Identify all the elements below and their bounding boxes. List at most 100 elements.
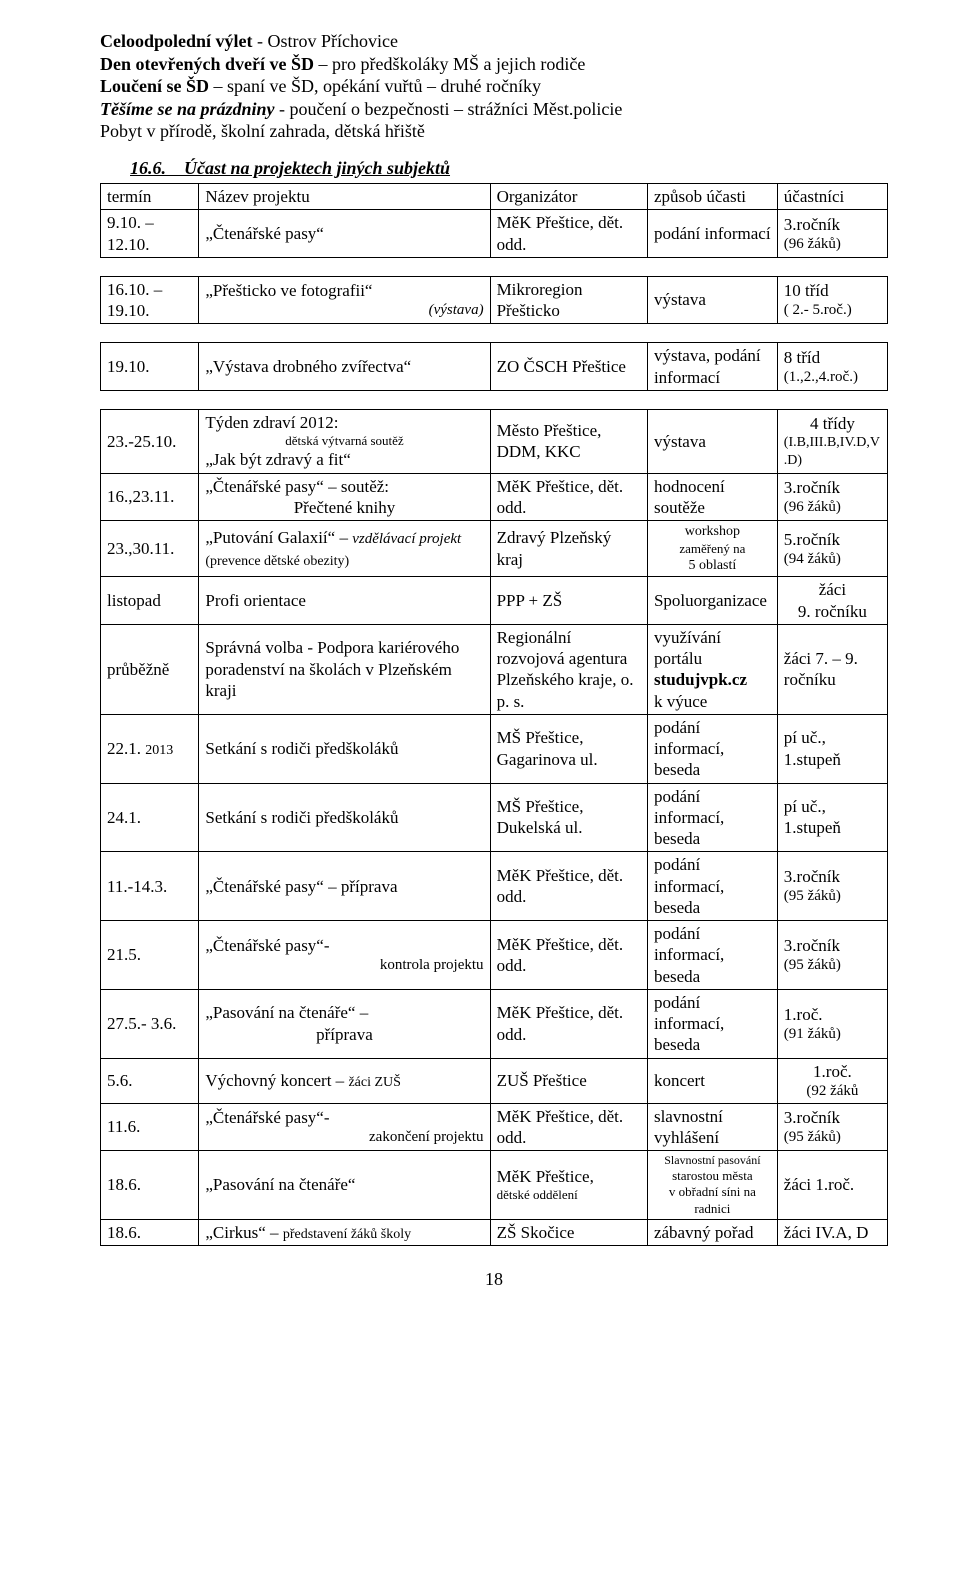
table-row: 24.1.Setkání s rodiči předškolákůMŠ Přeš… [101, 783, 888, 852]
ucastnici-part: 9. ročníku [784, 601, 881, 622]
cell-termin: 23.,30.11. [101, 521, 199, 577]
cell-name: Setkání s rodiči předškoláků [199, 783, 490, 852]
cell-termin: 27.5.- 3.6. [101, 989, 199, 1058]
cell-ucast: Spoluorganizace [647, 577, 777, 625]
table-row: 23.-25.10.Týden zdraví 2012:dětská výtva… [101, 409, 888, 473]
cell-ucastnici: 4 třídy(I.B,III.B,IV.D,V.D) [777, 409, 887, 473]
cell-termin: 18.6. [101, 1219, 199, 1246]
col-nazev: Název projektu [199, 184, 490, 210]
cell-name: „Pasování na čtenáře“ [199, 1151, 490, 1220]
cell-ucast: výstava [647, 409, 777, 473]
cell-ucast: zábavný pořad [647, 1219, 777, 1246]
name-part: „Čtenářské pasy“ – příprava [205, 876, 483, 897]
cell-name: „Přešticko ve fotografii“ (výstava) [199, 276, 490, 324]
ucastnici-part: 3.ročník [784, 935, 881, 956]
ucastnici-part: (96 žáků) [784, 498, 881, 517]
ucast-part: 5 oblastí [654, 557, 771, 575]
ucastnici-part: (95 žáků) [784, 956, 881, 975]
name-part: „Čtenářské pasy“- [205, 936, 329, 955]
cell-org: Město Přeštice, DDM, KKC [490, 409, 647, 473]
name-part: (prevence dětské obezity) [205, 554, 349, 569]
cell-ucastnici: 3.ročník(95 žáků) [777, 852, 887, 921]
cell-termin: 16.10. – 19.10. [101, 276, 199, 324]
intro-bold: Den otevřených dveří ve ŠD [100, 54, 314, 74]
ucast-part: v obřadní síni na [654, 1184, 771, 1200]
cell-ucastnici: 1.roč.(91 žáků) [777, 989, 887, 1058]
cell-org: Mikroregion Přešticko [490, 276, 647, 324]
name-part: kontrola projektu [205, 956, 483, 975]
ucastnici-part: pí uč., [784, 796, 881, 817]
name-part: Setkání s rodiči předškoláků [205, 807, 483, 828]
ucastnici-sub: (96 žáků) [784, 235, 881, 254]
cell-ucastnici: pí uč.,1.stupeň [777, 714, 887, 783]
projects-table-2: 16.10. – 19.10. „Přešticko ve fotografii… [100, 276, 888, 325]
cell-name: „Cirkus“ – představení žáků školy [199, 1219, 490, 1246]
ucastnici-part: (91 žáků) [784, 1025, 881, 1044]
table-row: průběžněSprávná volba - Podpora kariérov… [101, 624, 888, 714]
cell-termin: 18.6. [101, 1151, 199, 1220]
cell-ucastnici: 1.roč.(92 žáků [777, 1058, 887, 1103]
table-row: 21.5.„Čtenářské pasy“- kontrola projektu… [101, 921, 888, 990]
table-row: 19.10. „Výstava drobného zvířectva“ ZO Č… [101, 343, 888, 391]
table-header-row: termín Název projektu Organizátor způsob… [101, 184, 888, 210]
name-part: „Pasování na čtenáře“ [205, 1174, 483, 1195]
ucastnici-part: žáci [784, 579, 881, 600]
cell-termin: 16.,23.11. [101, 473, 199, 521]
cell-termin: 5.6. [101, 1058, 199, 1103]
ucast-part: zaměřený na [654, 541, 771, 557]
ucast-part: Slavnostní pasování [654, 1153, 771, 1168]
cell-name: „Čtenářské pasy“ [199, 210, 490, 258]
cell-ucastnici: 5.ročník(94 žáků) [777, 521, 887, 577]
cell-ucastnici: žáci 1.roč. [777, 1151, 887, 1220]
table-row: 18.6.„Cirkus“ – představení žáků školyZŠ… [101, 1219, 888, 1246]
cell-ucastnici: 3.ročník (96 žáků) [777, 210, 887, 258]
col-termin: termín [101, 184, 199, 210]
cell-org: ZŠ Skočice [490, 1219, 647, 1246]
ucastnici-part: pí uč., [784, 727, 881, 748]
cell-ucastnici: žáci IV.A, D [777, 1219, 887, 1246]
ucastnici-part: žáci 7. – 9. ročníku [784, 648, 881, 691]
cell-ucastnici: 8 tříd (1.,2.,4.roč.) [777, 343, 887, 391]
cell-ucast: slavnostní vyhlášení [647, 1103, 777, 1151]
name-sub: (výstava) [205, 301, 483, 320]
name-part: „Čtenářské pasy“ – soutěž: [205, 476, 483, 497]
col-ucast: způsob účasti [647, 184, 777, 210]
cell-termin: průběžně [101, 624, 199, 714]
name-part: Přečtené knihy [205, 497, 483, 518]
cell-ucast: hodnocení soutěže [647, 473, 777, 521]
cell-name: „Pasování na čtenáře“ –příprava [199, 989, 490, 1058]
table-row: 16.10. – 19.10. „Přešticko ve fotografii… [101, 276, 888, 324]
table-row: 22.1. 2013Setkání s rodiči předškolákůMŠ… [101, 714, 888, 783]
cell-name: Správná volba - Podpora kariérového pora… [199, 624, 490, 714]
ucastnici-part: 3.ročník [784, 866, 881, 887]
intro-rest: - Ostrov Příchovice [253, 31, 398, 51]
ucastnici-part: 1.roč. [784, 1004, 881, 1025]
cell-org: MěK Přeštice, dět. odd. [490, 852, 647, 921]
ucast-part: workshop [654, 523, 771, 541]
cell-ucast: podání informací [647, 210, 777, 258]
projects-table-1: termín Název projektu Organizátor způsob… [100, 183, 888, 258]
ucastnici-part: 4 třídy [784, 413, 881, 434]
page-number: 18 [100, 1268, 888, 1291]
intro-line: Loučení se ŠD – spaní ve ŠD, opékání vuř… [100, 75, 888, 98]
ucast-part: starostou města [654, 1168, 771, 1184]
ucastnici-part: (94 žáků) [784, 550, 881, 569]
ucast-part: radnici [654, 1201, 771, 1217]
cell-name: „Putování Galaxií“ – vzdělávací projekt … [199, 521, 490, 577]
cell-ucastnici: žáci9. ročníku [777, 577, 887, 625]
ucastnici-part: žáci 1.roč. [784, 1174, 881, 1195]
intro-bold: Loučení se ŠD [100, 76, 209, 96]
section-heading: 16.6. Účast na projektech jiných subjekt… [130, 157, 888, 180]
cell-ucast: podání informací, beseda [647, 989, 777, 1058]
cell-ucastnici: pí uč.,1.stupeň [777, 783, 887, 852]
cell-ucast: výstava [647, 276, 777, 324]
table-row: 9.10. – 12.10. „Čtenářské pasy“ MěK Přeš… [101, 210, 888, 258]
intro-line: Den otevřených dveří ve ŠD – pro předško… [100, 53, 888, 76]
cell-ucast: využívání portálu studujvpk.cz k výuce [647, 624, 777, 714]
intro-block: Celoodpolední výlet - Ostrov Příchovice … [100, 30, 888, 143]
cell-name: „Čtenářské pasy“ – soutěž:Přečtené knihy [199, 473, 490, 521]
intro-line: Celoodpolední výlet - Ostrov Příchovice [100, 30, 888, 53]
table-row: 27.5.- 3.6.„Pasování na čtenáře“ –přípra… [101, 989, 888, 1058]
name-part: „Putování Galaxií“ – [205, 528, 352, 547]
document-page: Celoodpolední výlet - Ostrov Příchovice … [0, 0, 960, 1321]
